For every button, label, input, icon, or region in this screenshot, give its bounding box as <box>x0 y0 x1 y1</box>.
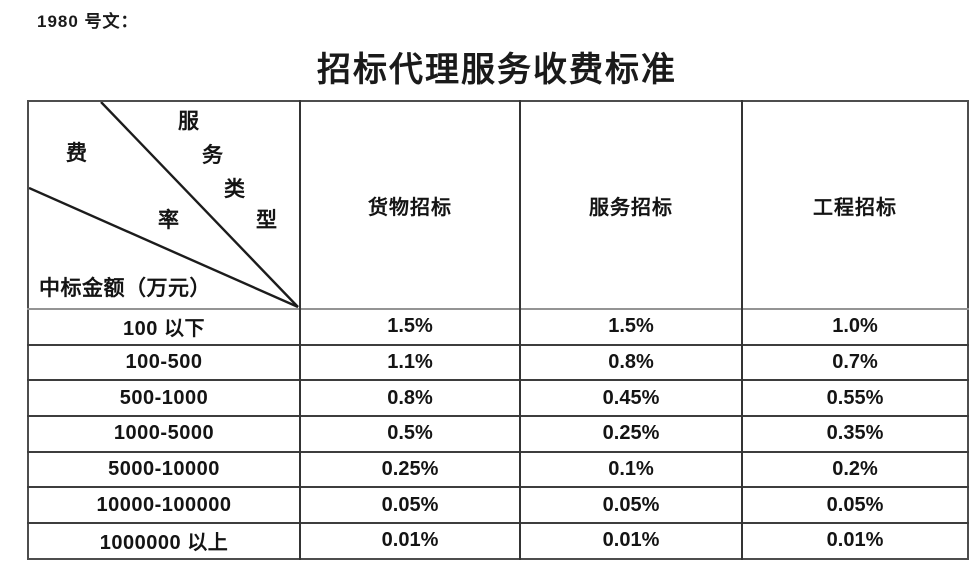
service-type-char-1: 服 <box>178 109 199 133</box>
service-type-char-3: 类 <box>224 177 245 201</box>
fee-rate-char-1: 费 <box>66 141 87 165</box>
fee-value-cell: 1.5% <box>299 309 520 345</box>
table-row: 100-500 1.1% 0.8% 0.7% <box>28 344 968 381</box>
diagonal-header-cell: 服 务 类 型 费 率 中标金额（万元） <box>28 101 300 309</box>
service-type-char-2: 务 <box>202 143 223 167</box>
fee-value-cell: 0.1% <box>519 451 742 488</box>
row-label-cell: 100 以下 <box>123 318 205 341</box>
row-label-cell: 5000-10000 <box>108 458 220 481</box>
fee-rate-char-2: 率 <box>158 208 179 232</box>
fee-value-cell: 0.35% <box>741 416 968 452</box>
fee-value-cell: 0.25% <box>519 416 742 452</box>
row-label-cell: 100-500 <box>125 351 203 374</box>
table-row: 5000-10000 0.25% 0.1% 0.2% <box>28 451 968 488</box>
column-header-engineering: 工程招标 <box>741 101 968 309</box>
fee-value-cell: 0.05% <box>519 487 742 524</box>
table-row: 100 以下 1.5% 1.5% 1.0% <box>28 309 968 345</box>
column-header-service: 服务招标 <box>519 101 742 309</box>
fee-value-cell: 1.5% <box>519 309 742 345</box>
row-label-cell: 500-1000 <box>119 386 209 409</box>
diagonal-divider-lines <box>29 102 299 308</box>
header-row: 服 务 类 型 费 率 中标金额（万元） 货物招标 服务招标 工程招标 <box>28 101 968 309</box>
fee-value-cell: 0.05% <box>299 487 520 524</box>
bid-amount-header-label: 中标金额（万元） <box>39 276 211 300</box>
table-row: 1000000 以上 0.01% 0.01% 0.01% <box>28 523 968 559</box>
row-label-cell: 1000000 以上 <box>99 532 229 555</box>
row-label-cell: 10000-100000 <box>96 493 232 516</box>
doc-number-label: 1980 号文： <box>37 12 139 31</box>
table-row: 10000-100000 0.05% 0.05% 0.05% <box>28 487 968 524</box>
service-type-char-4: 型 <box>256 208 277 232</box>
fee-value-cell: 0.8% <box>299 380 520 417</box>
column-header-goods: 货物招标 <box>299 101 520 309</box>
fee-value-cell: 0.45% <box>519 380 742 417</box>
fee-value-cell: 0.55% <box>741 380 968 417</box>
table-row: 500-1000 0.8% 0.45% 0.55% <box>28 380 968 417</box>
fee-value-cell: 0.05% <box>741 487 968 524</box>
fee-value-cell: 0.2% <box>741 451 968 488</box>
row-label-cell: 1000-5000 <box>113 422 215 445</box>
fee-value-cell: 1.1% <box>299 344 520 381</box>
fee-value-cell: 0.01% <box>299 523 520 559</box>
fee-value-cell: 0.7% <box>741 344 968 381</box>
page-title: 招标代理服务收费标准 <box>317 52 677 89</box>
fee-value-cell: 0.01% <box>519 523 742 559</box>
fee-value-cell: 0.01% <box>741 523 968 559</box>
fee-value-cell: 0.5% <box>299 416 520 452</box>
fee-value-cell: 0.8% <box>519 344 742 381</box>
table-row: 1000-5000 0.5% 0.25% 0.35% <box>28 416 968 452</box>
fee-value-cell: 0.25% <box>299 451 520 488</box>
fee-value-cell: 1.0% <box>741 309 968 345</box>
fee-standard-table: 服 务 类 型 费 率 中标金额（万元） 货物招标 服务招标 工程招标 100 … <box>27 100 969 560</box>
